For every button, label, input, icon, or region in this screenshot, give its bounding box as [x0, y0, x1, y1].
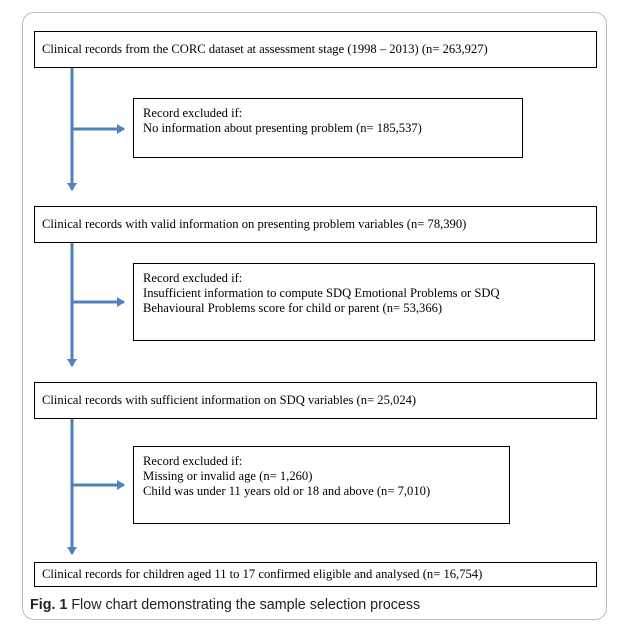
arrow-group — [67, 68, 125, 555]
exclusion-item-3-1: Missing or invalid age (n= 1,260) — [143, 469, 313, 483]
step-text-4: Clinical records for children aged 11 to… — [42, 567, 483, 581]
figure-caption: Fig. 1 Flow chart demonstrating the samp… — [30, 597, 420, 613]
step-box-2: Clinical records with valid information … — [34, 206, 597, 243]
exclusion-box-1: Record excluded if: No information about… — [133, 98, 523, 158]
exclusion-item-2-1: Insufficient information to compute SDQ … — [143, 286, 500, 300]
step-box-3: Clinical records with sufficient informa… — [34, 382, 597, 419]
exclusion-title-3: Record excluded if: — [143, 454, 243, 468]
exclusion-title-2: Record excluded if: — [143, 271, 243, 285]
step-box-1: Clinical records from the CORC dataset a… — [34, 31, 597, 68]
caption-label: Fig. 1 — [30, 597, 68, 613]
figure-frame — [22, 12, 607, 620]
exclusion-box-2: Record excluded if: Insufficient informa… — [133, 263, 595, 341]
exclusion-box-3: Record excluded if: Missing or invalid a… — [133, 446, 510, 524]
exclusion-item-3-2: Child was under 11 years old or 18 and a… — [143, 484, 431, 498]
exclusion-item-2-2: Behavioural Problems score for child or … — [143, 301, 443, 315]
step-text-1: Clinical records from the CORC dataset a… — [42, 42, 488, 56]
step-box-4: Clinical records for children aged 11 to… — [34, 562, 597, 587]
caption-text: Flow chart demonstrating the sample sele… — [71, 597, 421, 613]
exclusion-title-1: Record excluded if: — [143, 106, 243, 120]
exclusion-item-1-1: No information about presenting problem … — [143, 121, 422, 135]
step-text-2: Clinical records with valid information … — [42, 217, 467, 231]
step-text-3: Clinical records with sufficient informa… — [42, 393, 417, 407]
